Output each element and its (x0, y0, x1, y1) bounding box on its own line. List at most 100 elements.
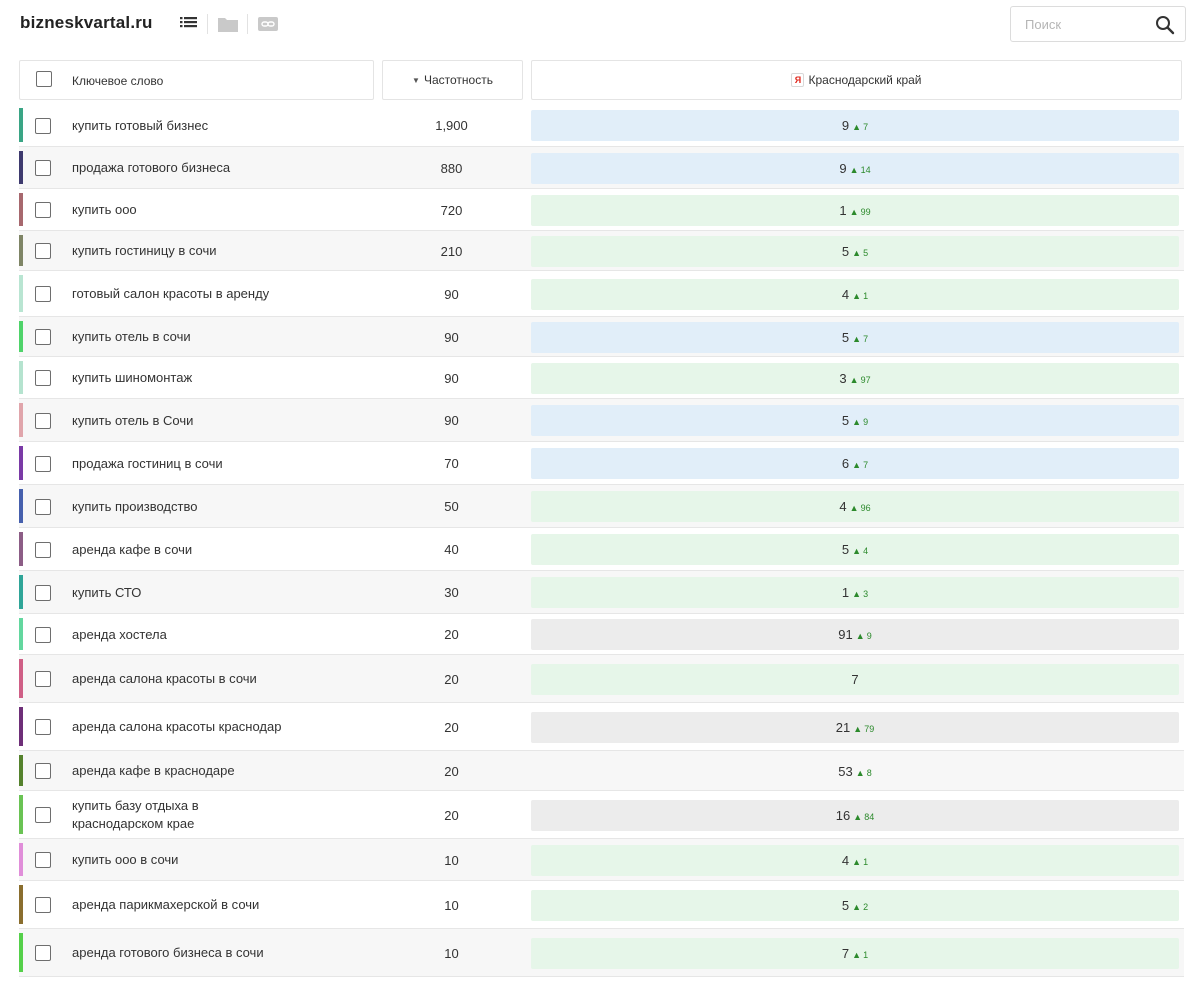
row-checkbox[interactable] (35, 243, 51, 259)
table-row[interactable]: аренда салона красоты краснодар 20 21 ▲ 79 (19, 703, 1184, 751)
keyword-text[interactable]: купить ооо (72, 202, 137, 217)
keyword-text[interactable]: купить производство (72, 499, 198, 514)
table-row[interactable]: купить шиномонтаж 90 3 ▲ 97 (19, 357, 1184, 399)
position-change: 8 (866, 768, 872, 778)
table-row[interactable]: купить отель в сочи 90 5 ▲ 7 (19, 317, 1184, 357)
position-cell[interactable]: 1 ▲ 3 (531, 577, 1179, 608)
keyword-text[interactable]: купить шиномонтаж (72, 370, 193, 385)
row-checkbox[interactable] (35, 671, 51, 687)
table-row[interactable]: аренда хостела 20 91 ▲ 9 (19, 614, 1184, 655)
position-cell[interactable]: 16 ▲ 84 (531, 800, 1179, 831)
frequency-value: 20 (444, 720, 459, 735)
position-cell[interactable]: 53 ▲ 8 (531, 756, 1179, 787)
table-row[interactable]: аренда парикмахерской в сочи 10 5 ▲ 2 (19, 881, 1184, 929)
row-color-marker (19, 489, 23, 523)
row-checkbox[interactable] (35, 897, 51, 913)
table-row[interactable]: продажа гостиниц в сочи 70 6 ▲ 7 (19, 442, 1184, 485)
keyword-text[interactable]: купить ооо в сочи (72, 852, 179, 867)
folder-icon[interactable] (218, 16, 238, 32)
row-checkbox[interactable] (35, 413, 51, 429)
row-checkbox[interactable] (35, 719, 51, 735)
position-cell[interactable]: 4 ▲ 1 (531, 279, 1179, 310)
position-cell[interactable]: 4 ▲ 96 (531, 491, 1179, 522)
position-cell[interactable]: 5 ▲ 4 (531, 534, 1179, 565)
frequency-value: 720 (440, 203, 463, 218)
table-row[interactable]: купить ооо 720 1 ▲ 99 (19, 189, 1184, 231)
keyword-text[interactable]: купить гостиницу в сочи (72, 243, 217, 258)
keyword-text[interactable]: продажа гостиниц в сочи (72, 456, 223, 471)
position-cell[interactable]: 5 ▲ 2 (531, 890, 1179, 921)
row-checkbox[interactable] (35, 456, 51, 472)
keyword-text[interactable]: аренда кафе в сочи (72, 542, 193, 557)
keyword-text[interactable]: продажа готового бизнеса (72, 160, 231, 175)
list-view-icon[interactable] (180, 15, 198, 29)
table-row[interactable]: купить гостиницу в сочи 210 5 ▲ 5 (19, 231, 1184, 271)
link-icon[interactable] (258, 16, 278, 32)
yandex-icon: Я (791, 72, 805, 87)
search-input[interactable] (1011, 7, 1151, 41)
position-change: 1 (863, 291, 869, 301)
row-checkbox[interactable] (35, 542, 51, 558)
row-checkbox[interactable] (35, 118, 51, 134)
position-cell[interactable]: 5 ▲ 9 (531, 405, 1179, 436)
table-row[interactable]: купить производство 50 4 ▲ 96 (19, 485, 1184, 528)
row-checkbox[interactable] (35, 202, 51, 218)
keyword-text[interactable]: аренда салона красоты краснодар (72, 719, 282, 734)
keyword-text[interactable]: аренда хостела (72, 627, 167, 642)
position-cell[interactable]: 9 ▲ 7 (531, 110, 1179, 141)
search-icon[interactable] (1155, 15, 1175, 35)
position-cell[interactable]: 5 ▲ 7 (531, 322, 1179, 353)
keyword-text[interactable]: купить отель в Сочи (72, 413, 194, 428)
table-row[interactable]: купить базу отдыха в краснодарском крае 2… (19, 791, 1184, 839)
table-row[interactable]: купить ооо в сочи 10 4 ▲ 1 (19, 839, 1184, 881)
table-row[interactable]: купить СТО 30 1 ▲ 3 (19, 571, 1184, 614)
keyword-text[interactable]: купить готовый бизнес (72, 118, 209, 133)
table-row[interactable]: купить готовый бизнес 1,900 9 ▲ 7 (19, 104, 1184, 147)
table-row[interactable]: продажа готового бизнеса 880 9 ▲ 14 (19, 147, 1184, 189)
table-row[interactable]: купить отель в Сочи 90 5 ▲ 9 (19, 399, 1184, 442)
table-row[interactable]: аренда готового бизнеса в сочи 10 7 ▲ 1 (19, 929, 1184, 977)
row-checkbox[interactable] (35, 945, 51, 961)
position-cell[interactable]: 91 ▲ 9 (531, 619, 1179, 650)
column-header-region[interactable]: Я Краснодарский край (531, 60, 1182, 100)
position-value: 7 (841, 946, 850, 961)
row-checkbox[interactable] (35, 852, 51, 868)
select-all-checkbox[interactable] (36, 71, 52, 87)
row-color-marker (19, 885, 23, 924)
position-cell[interactable]: 3 ▲ 97 (531, 363, 1179, 394)
keyword-text[interactable]: аренда парикмахерской в сочи (72, 897, 260, 912)
keyword-text[interactable]: готовый салон красоты в аренду (72, 286, 270, 301)
position-cell[interactable]: 4 ▲ 1 (531, 845, 1179, 876)
row-checkbox[interactable] (35, 499, 51, 515)
row-checkbox[interactable] (35, 627, 51, 643)
table-row[interactable]: аренда кафе в сочи 40 5 ▲ 4 (19, 528, 1184, 571)
row-checkbox[interactable] (35, 807, 51, 823)
row-color-marker (19, 403, 23, 437)
row-checkbox[interactable] (35, 370, 51, 386)
column-header-frequency[interactable]: ▼ Частотность (382, 60, 523, 100)
row-checkbox[interactable] (35, 763, 51, 779)
keyword-text[interactable]: купить СТО (72, 585, 142, 600)
position-cell[interactable]: 6 ▲ 7 (531, 448, 1179, 479)
table-row[interactable]: готовый салон красоты в аренду 90 4 ▲ 1 (19, 271, 1184, 317)
row-checkbox[interactable] (35, 286, 51, 302)
keyword-text[interactable]: аренда готового бизнеса в сочи (72, 945, 264, 960)
keyword-text[interactable]: аренда салона красоты в сочи (72, 671, 257, 686)
keyword-text[interactable]: аренда кафе в краснодаре (72, 763, 235, 778)
site-title[interactable]: bizneskvartal.ru (20, 13, 153, 32)
position-cell[interactable]: 7 (531, 664, 1179, 695)
row-checkbox[interactable] (35, 160, 51, 176)
position-change: 9 (866, 631, 872, 641)
frequency-value: 880 (440, 161, 463, 176)
position-cell[interactable]: 21 ▲ 79 (531, 712, 1179, 743)
table-row[interactable]: аренда кафе в краснодаре 20 53 ▲ 8 (19, 751, 1184, 791)
position-cell[interactable]: 5 ▲ 5 (531, 236, 1179, 267)
row-checkbox[interactable] (35, 585, 51, 601)
position-cell[interactable]: 7 ▲ 1 (531, 938, 1179, 969)
position-cell[interactable]: 9 ▲ 14 (531, 153, 1179, 184)
keyword-text[interactable]: купить отель в сочи (72, 329, 191, 344)
keyword-text[interactable]: купить базу отдыха в краснодарском крае (72, 798, 199, 831)
table-row[interactable]: аренда салона красоты в сочи 20 7 (19, 655, 1184, 703)
row-checkbox[interactable] (35, 329, 51, 345)
position-cell[interactable]: 1 ▲ 99 (531, 195, 1179, 226)
